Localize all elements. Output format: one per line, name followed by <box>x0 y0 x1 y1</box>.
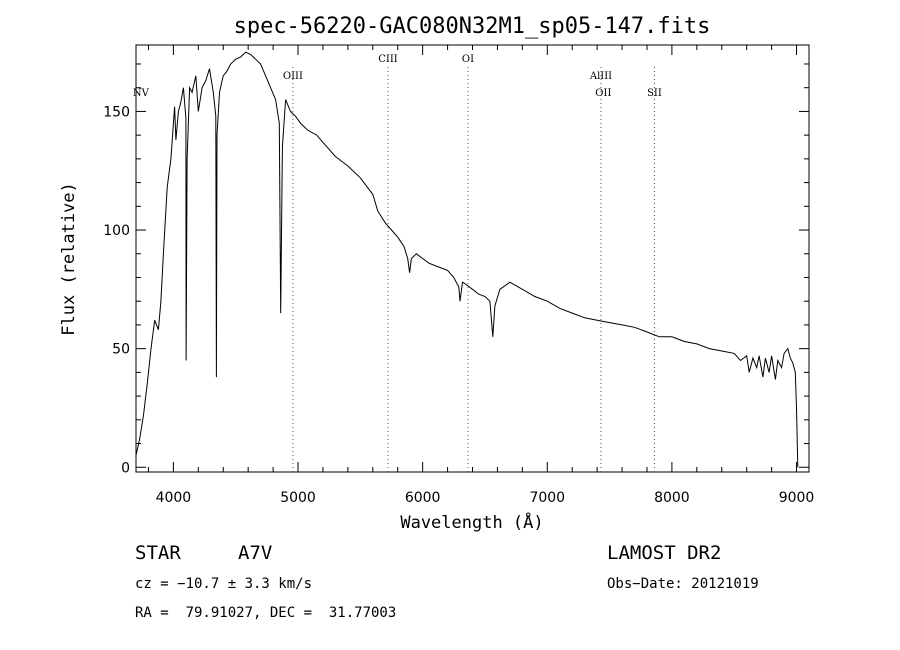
spectral-subclass: A7V <box>238 542 273 564</box>
object-class: STAR <box>135 542 181 564</box>
y-axis-ticks: 0 50 100 150 <box>103 63 809 476</box>
line-label: AlIII <box>589 71 612 82</box>
line-label: CIII <box>378 54 398 65</box>
line-label: OII <box>595 88 611 99</box>
survey-name: LAMOST DR2 <box>607 542 722 564</box>
x-axis-label: Wavelength (Å) <box>400 511 543 533</box>
line-label: SII <box>647 88 662 99</box>
redshift-cz: cz = −10.7 ± 3.3 km/s <box>135 576 313 592</box>
plot-frame <box>135 44 810 473</box>
line-label: OI <box>462 54 474 65</box>
y-tick-label: 50 <box>112 342 130 358</box>
y-axis-label: Flux (relative) <box>59 182 79 336</box>
line-label: OIII <box>283 71 303 82</box>
x-tick-label: 5000 <box>280 490 316 506</box>
x-tick-label: 6000 <box>405 490 441 506</box>
chart-title: spec-56220-GAC080N32M1_sp05-147.fits <box>234 14 711 39</box>
spectrum-line <box>135 51 799 468</box>
x-tick-label: 4000 <box>156 490 192 506</box>
x-tick-label: 7000 <box>529 490 565 506</box>
x-tick-label: 9000 <box>779 490 815 506</box>
data-layer <box>135 51 799 468</box>
observation-date: Obs−Date: 20121019 <box>607 576 759 592</box>
line-labels: NV OIII CIII OI AlIII OII SII <box>133 54 662 99</box>
coordinates: RA = 79.91027, DEC = 31.77003 <box>135 605 397 621</box>
y-tick-label: 100 <box>103 223 130 239</box>
y-tick-label: 150 <box>103 104 130 120</box>
x-axis-ticks: 4000 5000 6000 7000 8000 9000 <box>147 45 815 506</box>
y-tick-label: 0 <box>121 460 130 476</box>
line-annotations <box>292 67 655 472</box>
line-label: NV <box>133 88 150 99</box>
x-tick-label: 8000 <box>654 490 690 506</box>
